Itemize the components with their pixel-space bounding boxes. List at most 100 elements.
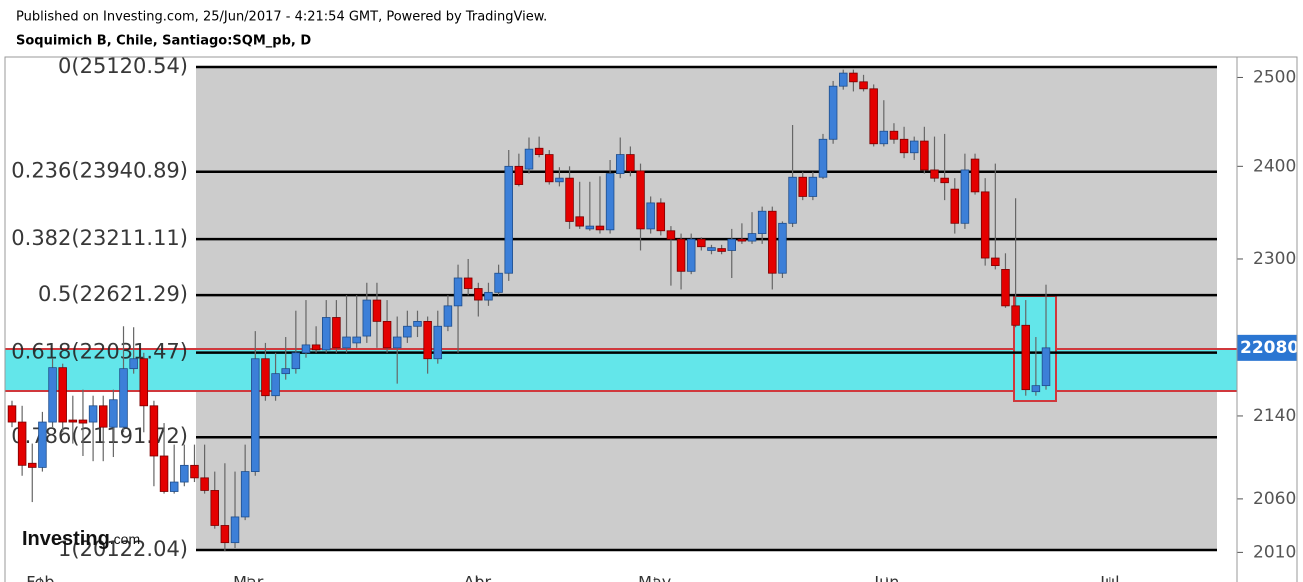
y-tick-label: 20100 xyxy=(1253,542,1303,562)
candle-body xyxy=(920,140,929,171)
candle-body xyxy=(342,336,351,349)
candle-body xyxy=(129,358,138,370)
candle-body xyxy=(311,344,321,351)
y-tick-label: 23000 xyxy=(1253,249,1303,269)
candle-body xyxy=(301,344,311,354)
candle-body xyxy=(727,238,737,251)
candle-body xyxy=(970,158,980,193)
candle-body xyxy=(463,277,473,289)
last-price-box xyxy=(1237,334,1297,361)
published-note: Published on Investing.com, 25/Jun/2017 … xyxy=(16,10,547,25)
candle-body xyxy=(585,225,595,230)
x-tick-label: May xyxy=(638,573,671,582)
candle-body xyxy=(240,471,250,518)
candle-body xyxy=(757,210,767,234)
candle-body xyxy=(180,464,189,483)
candle-body xyxy=(372,299,382,322)
candle-body xyxy=(352,336,361,344)
candle-body xyxy=(555,177,564,183)
candle-body xyxy=(788,176,797,224)
candle-body xyxy=(707,247,716,251)
candle-body xyxy=(879,130,889,145)
candle-body xyxy=(849,72,858,83)
x-tick-label: Jun xyxy=(873,573,899,582)
y-tick-label: 20600 xyxy=(1253,489,1303,509)
candle-body xyxy=(58,367,67,423)
candle-body xyxy=(332,317,341,349)
fib-label: 0.786(21191.72) xyxy=(11,424,188,448)
candle-body xyxy=(828,85,838,140)
candle-body xyxy=(899,138,909,154)
fib-label: 0.236(23940.89) xyxy=(11,159,188,183)
candle-body xyxy=(626,154,635,172)
candle-body xyxy=(605,173,615,231)
candle-body xyxy=(980,191,990,259)
candle-body xyxy=(88,405,98,423)
candle-body xyxy=(392,336,402,349)
candle-body xyxy=(991,257,1000,267)
candle-body xyxy=(453,277,463,307)
y-tick-label: 24000 xyxy=(1253,156,1303,176)
x-tick-label: Mar xyxy=(233,573,264,582)
candle-body xyxy=(281,368,290,375)
candle-body xyxy=(474,288,483,301)
candle-body xyxy=(382,320,392,349)
candle-body xyxy=(443,305,453,327)
candle-body xyxy=(615,154,625,174)
candle-body xyxy=(159,455,169,492)
candle-body xyxy=(930,169,939,179)
candle-body xyxy=(889,130,899,140)
fib-label: 0.382(23211.11) xyxy=(11,226,188,250)
candle-body xyxy=(1021,324,1030,391)
candle-body xyxy=(109,399,118,428)
candle-body xyxy=(433,325,443,360)
fib-background xyxy=(196,67,1217,550)
candle-body xyxy=(514,165,524,185)
candle-body xyxy=(818,138,828,178)
candle-body xyxy=(595,225,605,231)
candle-body xyxy=(737,238,747,242)
candle-body xyxy=(98,405,108,428)
candle-body xyxy=(200,477,209,491)
candle-body xyxy=(950,188,960,224)
candle-body xyxy=(28,462,37,468)
logo: Investing.com xyxy=(22,528,140,550)
x-tick-label: Feb xyxy=(26,573,54,582)
candle-body xyxy=(291,352,301,370)
candle-body xyxy=(656,202,666,232)
candle-body xyxy=(666,230,676,240)
frame xyxy=(4,56,1298,582)
candle-body xyxy=(169,481,179,492)
candle-body xyxy=(322,317,331,351)
candle-body xyxy=(504,165,513,274)
candle-body xyxy=(1031,385,1041,393)
candle-body xyxy=(534,147,544,155)
plot-area: 0(25120.54) 0.236(23940.89) 0.382(23211.11… xyxy=(5,57,1237,561)
candle-body xyxy=(747,233,757,242)
candle-body xyxy=(149,405,159,457)
candle-body xyxy=(251,358,260,472)
candle-body xyxy=(403,325,412,338)
candle-body xyxy=(697,238,706,248)
candle-body xyxy=(940,177,949,184)
candle-body xyxy=(717,248,726,252)
candle-body xyxy=(423,320,432,360)
fib-label: 1(20122.04) xyxy=(58,537,188,561)
y-tick-label: 21400 xyxy=(1253,406,1303,426)
candle-body xyxy=(808,176,818,197)
candle-body xyxy=(636,170,645,230)
candle-body xyxy=(119,368,128,428)
candle-body xyxy=(1041,347,1051,387)
candle-body xyxy=(575,216,584,227)
candle-body xyxy=(7,405,17,423)
last-price-label: 22080 xyxy=(1240,338,1299,358)
candle-body xyxy=(1011,305,1020,326)
candle-body xyxy=(768,210,777,274)
candle-body xyxy=(220,525,230,544)
candle-body xyxy=(261,358,270,397)
candle-body xyxy=(676,238,686,272)
candle-body xyxy=(869,88,878,145)
candle-body xyxy=(960,169,970,224)
candle-body xyxy=(68,419,78,423)
